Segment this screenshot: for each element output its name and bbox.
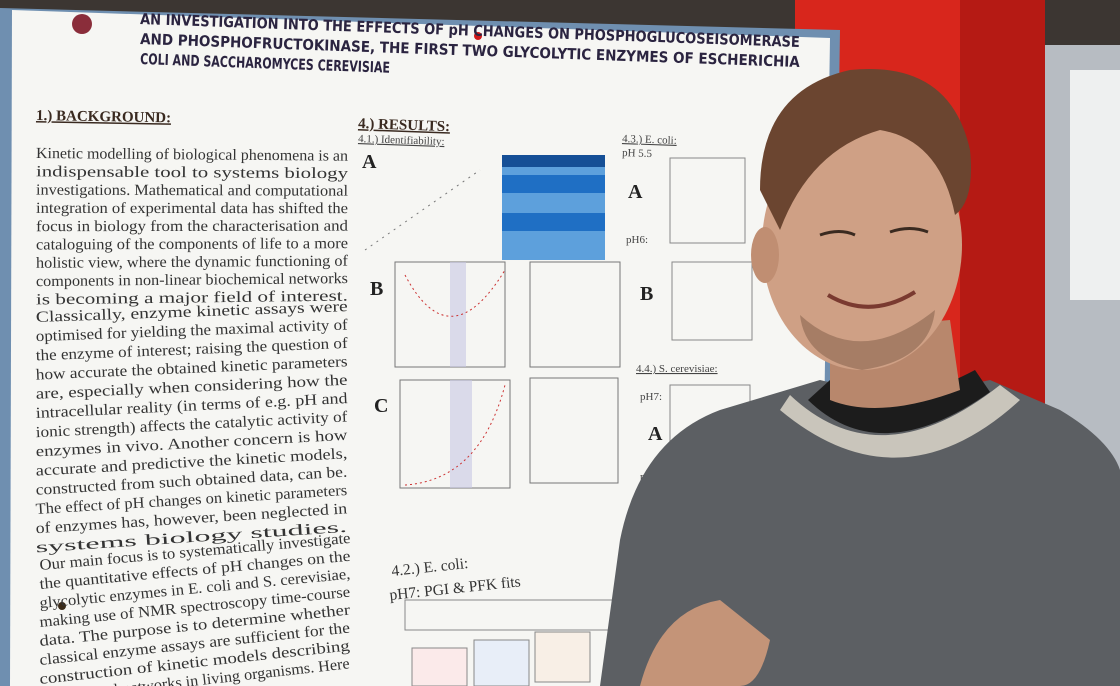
paragraph-line: cataloguing of the components of life to… [36, 235, 348, 253]
panel-label: C [374, 395, 388, 417]
table-row [502, 155, 605, 167]
subsection-heading: 4.3.) E. coli: [622, 133, 677, 147]
pin [58, 602, 66, 610]
dotted-line [364, 169, 481, 251]
plot-thumb [473, 639, 530, 686]
table-row [502, 213, 605, 231]
panel-label: B [370, 278, 383, 300]
panel-label: A [362, 151, 377, 173]
logo [72, 14, 92, 34]
subsection-heading: 4.1.) Identifiability: [358, 133, 445, 148]
plot-frame [529, 377, 619, 484]
side-paper [1070, 70, 1120, 300]
table-row [502, 175, 605, 193]
panel-label: A [648, 423, 663, 445]
paragraph-line: investigations. Mathematical and computa… [36, 182, 348, 200]
eye [889, 227, 929, 234]
paragraph-line: holistic view, where the dynamic functio… [36, 253, 349, 272]
arm [640, 600, 770, 686]
eye [819, 230, 856, 237]
ph-label: pH6: [626, 234, 648, 246]
stubble [800, 310, 935, 370]
table-figure [502, 155, 605, 260]
mouth [826, 290, 917, 309]
panel-label: A [628, 181, 643, 203]
section-heading: 4.) RESULTS: [358, 116, 450, 135]
section-heading: 1.) BACKGROUND: [36, 108, 171, 126]
fit-curve [404, 269, 506, 317]
ph-label: pH7: [640, 391, 662, 403]
panel-label: B [640, 283, 653, 305]
pin [474, 32, 482, 40]
plot-thumb [411, 647, 468, 686]
plot-frame [671, 261, 753, 341]
plot-thumb [534, 631, 591, 683]
hair [760, 69, 971, 230]
paragraph-line: Kinetic modelling of biological phenomen… [36, 145, 348, 165]
plot-frame [529, 261, 621, 368]
paragraph-line: integration of experimental data has shi… [36, 200, 348, 217]
poster [10, 10, 830, 686]
figures [364, 155, 753, 686]
poster-text: AN INVESTIGATION INTO THE EFFECTS OF pH … [35, 10, 800, 686]
fit-curve [404, 384, 506, 486]
person [600, 69, 1120, 686]
paragraph-line: components in non-linear biochemical net… [36, 270, 348, 290]
plot-band [450, 262, 466, 367]
paragraph-line: indispensable tool to systems biology [36, 163, 348, 182]
plot-band [450, 380, 472, 488]
subsection-heading: 4.4.) S. cerevisiae: [636, 363, 718, 375]
ph-label: pH 5.5 [622, 147, 653, 160]
paragraph-line: focus in biology from the characterisati… [36, 218, 348, 236]
ear [751, 227, 779, 283]
plot-frame [669, 157, 746, 244]
collar [780, 385, 1020, 458]
paragraph-line: is becoming a major field of interest. [36, 288, 348, 309]
face [762, 120, 962, 370]
